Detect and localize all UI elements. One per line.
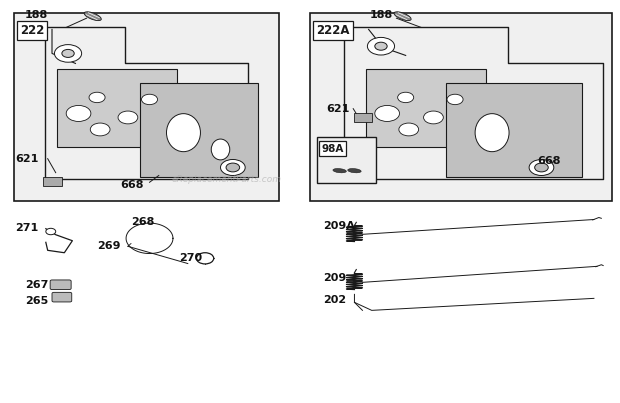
Text: 188: 188: [25, 10, 48, 21]
FancyBboxPatch shape: [50, 280, 71, 289]
Bar: [366, 69, 486, 147]
Circle shape: [226, 163, 240, 172]
Text: 209A: 209A: [324, 221, 355, 231]
Ellipse shape: [84, 12, 101, 21]
Circle shape: [368, 37, 394, 55]
Bar: [355, 114, 372, 122]
Text: 222A: 222A: [316, 24, 350, 37]
Circle shape: [534, 163, 548, 172]
Bar: [317, 137, 376, 183]
Circle shape: [141, 94, 157, 105]
Bar: [446, 83, 582, 177]
Text: 621: 621: [15, 154, 38, 164]
Bar: [14, 13, 279, 202]
Text: 98A: 98A: [321, 144, 343, 154]
Text: 269: 269: [97, 241, 120, 251]
Circle shape: [397, 92, 414, 103]
Ellipse shape: [167, 114, 200, 152]
Circle shape: [375, 42, 387, 50]
Bar: [140, 83, 257, 177]
Circle shape: [423, 111, 443, 124]
Text: 209: 209: [324, 273, 347, 283]
Text: 621: 621: [327, 104, 350, 114]
Circle shape: [55, 45, 82, 62]
Text: 202: 202: [324, 295, 347, 305]
Ellipse shape: [394, 12, 411, 21]
Text: 668: 668: [120, 180, 144, 190]
Circle shape: [221, 160, 245, 175]
Bar: [57, 69, 177, 147]
Ellipse shape: [348, 168, 361, 173]
Bar: [310, 13, 613, 202]
Text: 188: 188: [370, 10, 392, 21]
FancyBboxPatch shape: [52, 292, 72, 302]
Ellipse shape: [333, 168, 347, 173]
Circle shape: [62, 50, 74, 57]
Circle shape: [447, 94, 463, 105]
Text: 270: 270: [179, 253, 202, 263]
Circle shape: [118, 111, 138, 124]
Text: 265: 265: [25, 296, 48, 306]
Circle shape: [399, 123, 419, 136]
Bar: [43, 177, 62, 186]
Ellipse shape: [475, 114, 509, 152]
Text: 267: 267: [25, 280, 48, 290]
Text: 668: 668: [537, 156, 560, 166]
Text: 271: 271: [15, 222, 38, 233]
Text: 222: 222: [20, 24, 44, 37]
Circle shape: [375, 106, 399, 121]
Circle shape: [91, 123, 110, 136]
Text: eReplacementParts.com: eReplacementParts.com: [172, 175, 281, 184]
Circle shape: [66, 106, 91, 121]
Circle shape: [46, 229, 56, 235]
Circle shape: [529, 160, 554, 175]
Circle shape: [197, 253, 214, 264]
Ellipse shape: [211, 139, 230, 160]
Circle shape: [89, 92, 105, 103]
Text: 268: 268: [131, 216, 154, 226]
